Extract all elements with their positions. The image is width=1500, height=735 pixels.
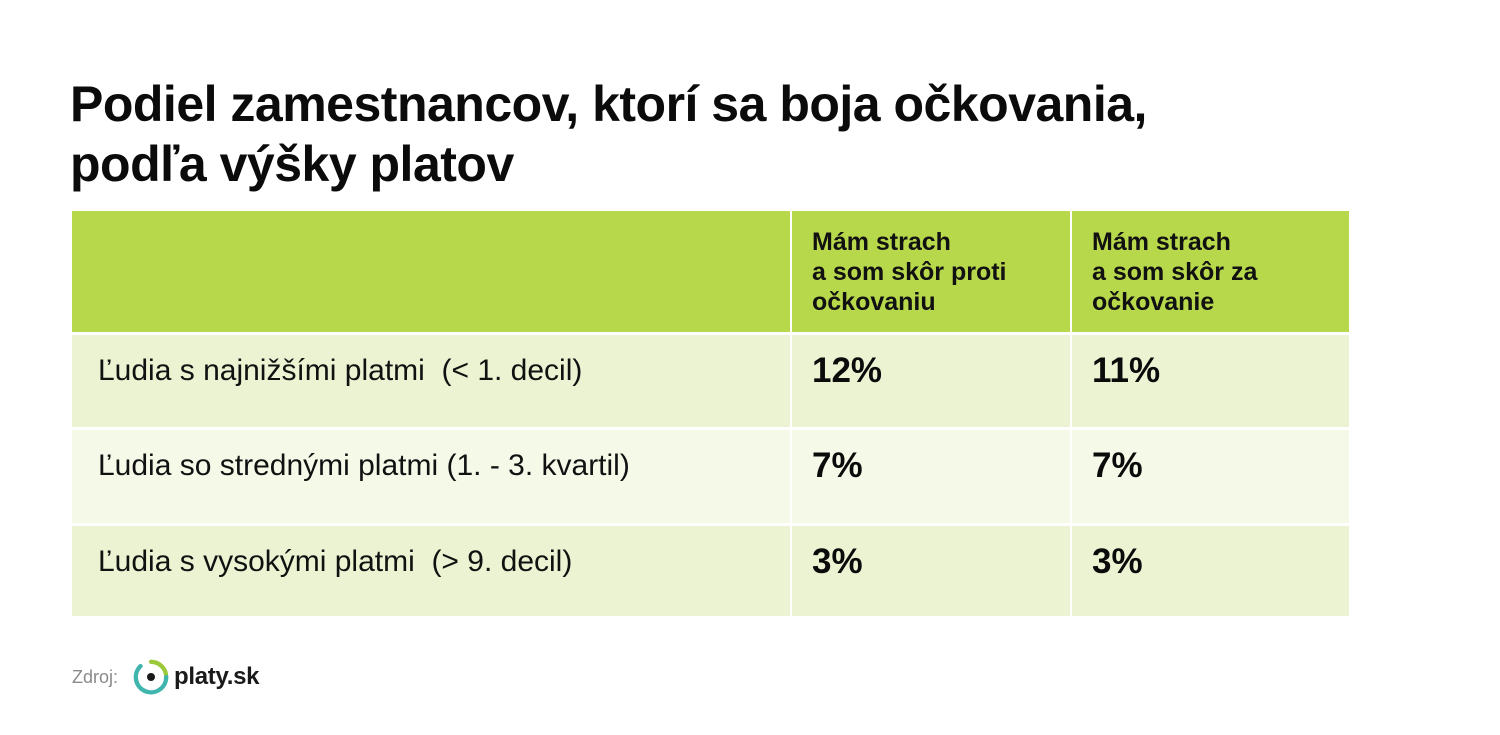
value-high-against: 3%	[812, 542, 863, 581]
table-value-cell: 3%	[792, 526, 1070, 616]
table-header-cell-against: Mám strach a som skôr proti očkovaniu	[792, 211, 1070, 332]
table-row-label-cell: Ľudia so strednými platmi (1. - 3. kvart…	[72, 430, 790, 523]
column-header-against-line: Mám strach	[812, 228, 951, 256]
source-attribution: Zdroj: platy.sk	[72, 655, 260, 699]
platy-logo-text: platy.sk	[174, 663, 260, 690]
row-label-high-wages: Ľudia s vysokými platmi (> 9. decil)	[98, 545, 573, 578]
column-header-for-line: očkovanie	[1092, 288, 1215, 316]
row-label-lowest-wages: Ľudia s najnižšími platmi (< 1. decil)	[98, 354, 583, 387]
table-value-cell: 3%	[1072, 526, 1349, 616]
value-high-for: 3%	[1092, 542, 1143, 581]
source-label: Zdroj:	[72, 666, 119, 687]
column-header-against-line: a som skôr proti	[812, 258, 1007, 286]
column-header-for-line: a som skôr za	[1092, 258, 1258, 286]
column-header-against: Mám strach a som skôr proti očkovaniu	[812, 227, 1007, 317]
table-header-empty-cell	[72, 211, 790, 332]
table-value-cell: 11%	[1072, 335, 1349, 427]
chart-title-line-2: podľa výšky platov	[70, 136, 514, 192]
table-value-cell: 7%	[792, 430, 1070, 523]
value-middle-for: 7%	[1092, 446, 1143, 485]
table-value-cell: 12%	[792, 335, 1070, 427]
table-row-label-cell: Ľudia s najnižšími platmi (< 1. decil)	[72, 335, 790, 427]
column-header-for: Mám strach a som skôr za očkovanie	[1092, 227, 1257, 317]
value-lowest-for: 11%	[1092, 351, 1161, 390]
chart-title-line-1: Podiel zamestnancov, ktorí sa boja očkov…	[70, 76, 1147, 132]
platy-logo-icon	[133, 659, 169, 695]
data-table: Mám strach a som skôr proti očkovaniu Má…	[72, 211, 1349, 616]
table-value-cell: 7%	[1072, 430, 1349, 523]
table-row-label-cell: Ľudia s vysokými platmi (> 9. decil)	[72, 526, 790, 616]
column-header-for-line: Mám strach	[1092, 228, 1231, 256]
value-lowest-against: 12%	[812, 351, 883, 390]
row-label-middle-wages: Ľudia so strednými platmi (1. - 3. kvart…	[98, 449, 630, 482]
chart-title: Podiel zamestnancov, ktorí sa boja očkov…	[70, 74, 1370, 194]
table-header-cell-for: Mám strach a som skôr za očkovanie	[1072, 211, 1349, 332]
column-header-against-line: očkovaniu	[812, 288, 936, 316]
value-middle-against: 7%	[812, 446, 863, 485]
